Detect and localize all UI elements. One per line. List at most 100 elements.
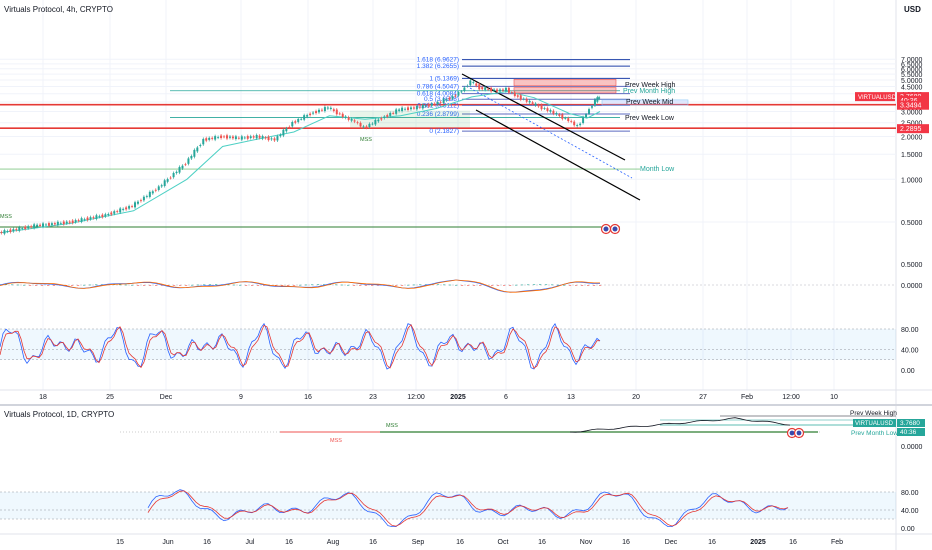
candle-body — [92, 217, 94, 218]
x-tick-label-4h: 13 — [567, 394, 575, 401]
candle-body — [288, 127, 290, 128]
x-tick-label-4h: 25 — [106, 394, 114, 401]
candle-body — [413, 107, 415, 108]
y-tick-label-macd: 0.5000 — [901, 262, 923, 269]
candle-body — [66, 222, 68, 224]
candle-body — [179, 167, 181, 173]
candle-body — [404, 109, 406, 110]
x-tick-label-4h: 23 — [369, 394, 377, 401]
candle-body — [437, 102, 439, 105]
x-tick-label-1d: Jun — [162, 539, 173, 546]
candle-body — [137, 202, 139, 204]
x-tick-label-1d: Oct — [498, 539, 509, 546]
y-tick-label-main: 1.0000 — [901, 177, 923, 184]
candle-body — [271, 138, 273, 139]
candle-body — [594, 100, 596, 106]
candle-body — [282, 130, 284, 136]
candle-body — [573, 122, 575, 126]
candle-body — [457, 92, 459, 96]
candle-body — [170, 178, 172, 179]
x-tick-label-1d: 16 — [789, 539, 797, 546]
macd-histogram-bar — [203, 285, 205, 286]
mss-label: MSS — [360, 137, 372, 143]
candle-body — [98, 216, 100, 217]
candle-body — [342, 114, 344, 117]
y-tick-label-main: 0.5000 — [901, 220, 923, 227]
candle-body — [27, 226, 29, 228]
macd-histogram-bar — [449, 285, 451, 286]
macd-histogram-bar — [143, 285, 145, 286]
candle-body — [217, 137, 219, 138]
level-badge-label: 3.3494 — [900, 103, 922, 110]
macd-histogram-bar — [419, 284, 421, 285]
candle-body — [422, 105, 424, 109]
candle-body — [69, 222, 71, 223]
candle-body — [585, 114, 587, 117]
candle-body — [463, 88, 465, 91]
y-tick-label-main: 3.0000 — [901, 110, 923, 117]
candle-body — [490, 88, 492, 91]
candle-body — [514, 93, 516, 96]
macd-histogram-bar — [401, 285, 403, 286]
candle-body — [532, 102, 534, 103]
candle-body — [90, 217, 92, 219]
candle-body — [363, 126, 365, 127]
macd-histogram-bar — [239, 285, 241, 286]
y-tick-label-stoch-4h: 80.00 — [901, 327, 919, 334]
daily-chart-title: Virtuals Protocol, 1D, CRYPTO — [4, 410, 114, 419]
x-tick-label-1d: Sep — [412, 539, 425, 546]
candle-body — [57, 222, 59, 225]
macd-histogram-bar — [251, 285, 253, 286]
fib-level-label: 1 (5.1369) — [429, 75, 459, 82]
x-tick-label-4h: 12:00 — [407, 394, 425, 401]
candle-body — [546, 108, 548, 111]
candle-body — [596, 97, 598, 101]
candle-body — [101, 215, 103, 217]
candle-body — [395, 109, 397, 113]
candle-body — [202, 139, 204, 144]
candle-body — [211, 138, 213, 139]
y-tick-label-daily: 0.0000 — [901, 444, 923, 451]
candle-body — [273, 138, 275, 140]
fib-level-label: 0.786 (4.5047) — [417, 83, 459, 90]
candle-body — [336, 110, 338, 115]
macd-histogram-bar — [497, 285, 499, 286]
candle-body — [256, 135, 258, 138]
macd-histogram-bar — [89, 285, 91, 286]
candle-body — [357, 122, 359, 123]
candle-body — [523, 99, 525, 100]
x-tick-label-4h: Feb — [741, 394, 753, 401]
candle-body — [496, 90, 498, 92]
candle-body — [113, 211, 115, 214]
candle-body — [555, 113, 557, 114]
candle-body — [107, 214, 109, 215]
level-label: Month Low — [640, 166, 675, 173]
candle-body — [541, 105, 543, 109]
macd-histogram-bar — [593, 285, 595, 286]
candle-body — [297, 119, 299, 122]
x-tick-label-4h: 10 — [830, 394, 838, 401]
candle-body — [173, 173, 175, 177]
candle-body — [380, 118, 382, 119]
candle-body — [410, 107, 412, 109]
candle-body — [549, 110, 551, 112]
candle-body — [125, 207, 127, 209]
candle-body — [598, 97, 600, 99]
candle-body — [262, 136, 264, 138]
x-tick-label-4h: 2025 — [450, 394, 466, 401]
macd-histogram-bar — [467, 285, 469, 286]
x-tick-label-4h: 18 — [39, 394, 47, 401]
candle-body — [466, 86, 468, 87]
macd-histogram-bar — [35, 285, 37, 286]
candle-body — [443, 99, 445, 103]
macd-histogram-bar — [587, 285, 589, 286]
macd-histogram-bar — [413, 285, 415, 286]
candle-body — [244, 138, 246, 139]
candle-body — [446, 99, 448, 100]
y-tick-label-stoch-4h: 0.00 — [901, 368, 915, 375]
candle-body — [386, 115, 388, 117]
y-tick-label-stoch-4h: 40.00 — [901, 348, 919, 355]
candle-body — [15, 229, 17, 230]
